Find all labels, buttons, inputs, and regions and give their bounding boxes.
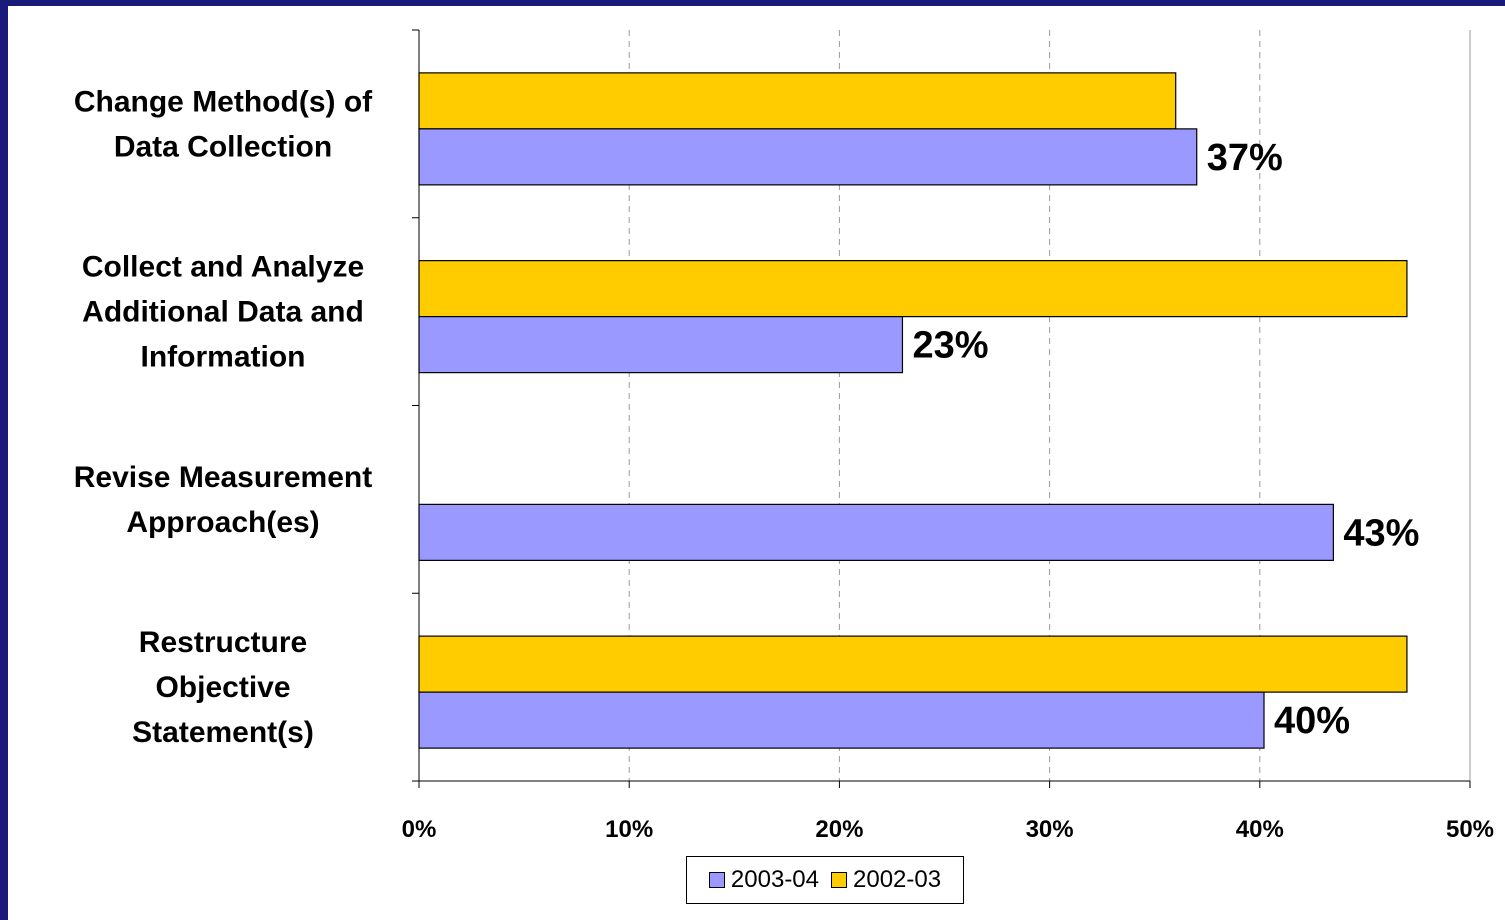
bar-chart: 0% 10% 20% 30% 40% 50% 37% Change Method(s) of D… [74, 29, 1494, 843]
legend-swatch-2002-03 [831, 872, 847, 888]
x-tick-label-5: 50% [1446, 816, 1494, 843]
data-label-2003-04-2: 43% [1343, 512, 1419, 554]
bar-2002-03-3 [418, 635, 1408, 693]
bars [418, 72, 1408, 749]
axes [412, 29, 1471, 788]
category-label-3-line-1: Objective [155, 671, 290, 704]
data-label-2003-04-3: 40% [1274, 700, 1350, 742]
bar-2002-03-0 [418, 72, 1177, 130]
x-tick-label-4: 40% [1236, 816, 1284, 843]
bar-2003-04-2 [418, 503, 1334, 561]
x-tick-label-0: 0% [402, 816, 437, 843]
labels: 0% 10% 20% 30% 40% 50% 37% Change Method(s) of D… [74, 85, 1494, 843]
legend-item-2002-03: 2002-03 [831, 866, 941, 894]
category-label-2-line-1: Approach(es) [126, 506, 319, 539]
legend-swatch-2003-04 [708, 872, 725, 888]
category-label-1-line-1: Additional Data and [82, 296, 364, 329]
data-label-2003-04-0: 37% [1207, 137, 1283, 179]
bar-2003-04-0 [418, 128, 1198, 186]
bar-2002-03-1 [418, 260, 1408, 318]
bar-2003-04-3 [418, 691, 1265, 749]
legend-label-2002-03: 2002-03 [853, 866, 942, 893]
legend-item-2003-04: 2003-04 [708, 866, 819, 894]
category-label-1-line-0: Collect and Analyze [82, 251, 364, 284]
category-label-2-line-0: Revise Measurement [74, 461, 372, 494]
category-label-3-line-0: Restructure [139, 626, 307, 659]
data-label-2003-04-1: 23% [912, 325, 988, 367]
legend: 2003-04 2002-03 [686, 856, 964, 904]
x-tick-label-2: 20% [815, 816, 863, 843]
chart-frame: 0% 10% 20% 30% 40% 50% 37% Change Method(s) of D… [8, 6, 1505, 920]
x-tick-label-1: 10% [605, 816, 653, 843]
bar-2003-04-1 [418, 316, 904, 374]
category-label-1-line-2: Information [141, 341, 306, 374]
legend-label-2003-04: 2003-04 [730, 866, 819, 893]
category-label-0-line-1: Data Collection [114, 130, 332, 163]
x-tick-label-3: 30% [1026, 816, 1074, 843]
category-label-3-line-2: Statement(s) [132, 716, 314, 749]
category-label-0-line-0: Change Method(s) of [74, 85, 373, 118]
